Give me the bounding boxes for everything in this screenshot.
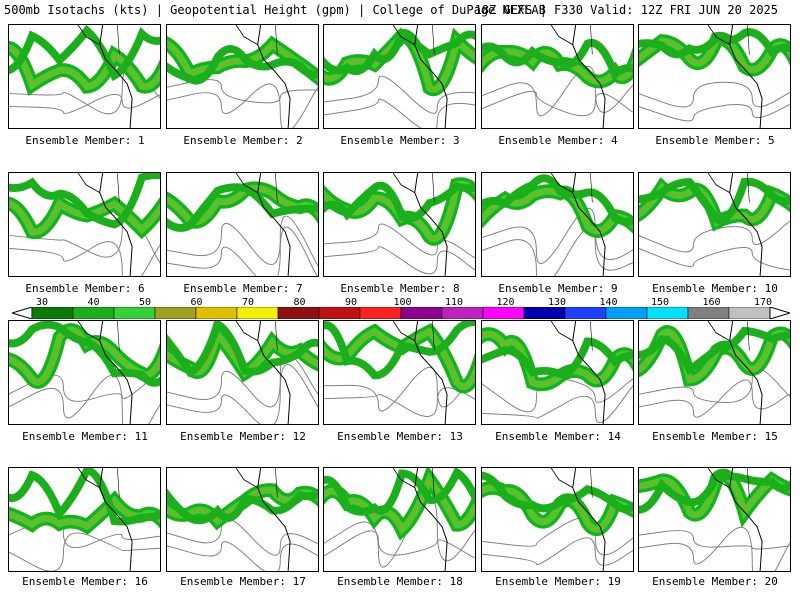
colorbar-swatch xyxy=(400,307,443,319)
colorbar-swatch xyxy=(277,307,320,319)
map-image xyxy=(482,468,633,571)
colorbar-tick-label: 140 xyxy=(599,297,618,308)
colorbar-swatch xyxy=(728,307,771,319)
colorbar-tick-label: 50 xyxy=(138,297,152,308)
member-caption: Ensemble Member: 5 xyxy=(655,134,775,147)
colorbar-tick-label: 170 xyxy=(753,297,773,308)
run-valid-time: 18Z GEFS | F330 Valid: 12Z FRI JUN 20 20… xyxy=(474,3,778,17)
map-panel xyxy=(8,467,161,572)
map-panel xyxy=(166,467,319,572)
map-image xyxy=(324,468,475,571)
member-caption: Ensemble Member: 8 xyxy=(340,282,460,295)
map-panel xyxy=(166,172,319,277)
colorbar-tick-label: 100 xyxy=(393,297,412,308)
map-image xyxy=(9,25,160,128)
member-caption: Ensemble Member: 15 xyxy=(652,430,778,443)
map-image xyxy=(639,468,790,571)
member-caption: Ensemble Member: 9 xyxy=(498,282,618,295)
colorbar-tick-label: 70 xyxy=(241,297,255,308)
map-panel xyxy=(166,24,319,129)
colorbar-swatch xyxy=(523,307,566,319)
colorbar-swatch xyxy=(564,307,607,319)
colorbar-swatch xyxy=(359,307,402,319)
map-image xyxy=(482,321,633,424)
map-image xyxy=(167,468,318,571)
colorbar-swatch xyxy=(154,307,197,319)
member-caption: Ensemble Member: 19 xyxy=(495,575,621,588)
map-panel xyxy=(481,467,634,572)
colorbar-swatch xyxy=(195,307,238,319)
map-image xyxy=(639,173,790,276)
member-caption: Ensemble Member: 3 xyxy=(340,134,460,147)
map-image xyxy=(9,173,160,276)
colorbar-tick-label: 150 xyxy=(650,297,670,308)
map-panel xyxy=(481,320,634,425)
map-panel xyxy=(481,24,634,129)
member-caption: Ensemble Member: 18 xyxy=(337,575,463,588)
colorbar-swatch xyxy=(687,307,730,319)
map-image xyxy=(9,468,160,571)
map-image xyxy=(167,25,318,128)
map-image xyxy=(324,321,475,424)
map-image xyxy=(167,173,318,276)
map-panel xyxy=(638,24,791,129)
map-image xyxy=(639,321,790,424)
map-panel xyxy=(638,172,791,277)
colorbar-tick-label: 30 xyxy=(35,297,49,308)
colorbar-arrow-left xyxy=(12,307,33,319)
map-panel xyxy=(638,467,791,572)
member-caption: Ensemble Member: 1 xyxy=(25,134,145,147)
member-caption: Ensemble Member: 10 xyxy=(652,282,778,295)
map-panel xyxy=(323,24,476,129)
member-caption: Ensemble Member: 7 xyxy=(183,282,303,295)
map-panel xyxy=(638,320,791,425)
colorbar-tick-label: 120 xyxy=(496,297,515,308)
colorbar-swatch xyxy=(605,307,648,319)
member-caption: Ensemble Member: 12 xyxy=(180,430,306,443)
map-panel xyxy=(8,24,161,129)
colorbar-swatch xyxy=(113,307,156,319)
colorbar-tick-label: 40 xyxy=(87,297,100,308)
map-panel xyxy=(323,467,476,572)
colorbar-swatch xyxy=(646,307,689,319)
member-caption: Ensemble Member: 16 xyxy=(22,575,148,588)
map-panel xyxy=(481,172,634,277)
member-caption: Ensemble Member: 17 xyxy=(180,575,306,588)
colorbar-swatch xyxy=(236,307,279,319)
map-panel xyxy=(8,320,161,425)
colorbar-swatch xyxy=(72,307,115,319)
map-image xyxy=(324,173,475,276)
colorbar-swatch xyxy=(482,307,525,319)
colorbar-swatch xyxy=(441,307,484,319)
colorbar xyxy=(12,307,790,319)
colorbar-swatch xyxy=(318,307,361,319)
colorbar-arrow-right xyxy=(769,307,790,319)
colorbar-tick-label: 160 xyxy=(702,297,721,308)
member-caption: Ensemble Member: 20 xyxy=(652,575,778,588)
map-image xyxy=(482,173,633,276)
map-panel xyxy=(323,172,476,277)
map-image xyxy=(324,25,475,128)
map-image xyxy=(639,25,790,128)
colorbar-tick-label: 110 xyxy=(444,297,464,308)
colorbar-swatch xyxy=(31,307,74,319)
map-panel xyxy=(323,320,476,425)
member-caption: Ensemble Member: 6 xyxy=(25,282,145,295)
member-caption: Ensemble Member: 11 xyxy=(22,430,148,443)
map-image xyxy=(167,321,318,424)
colorbar-tick-label: 130 xyxy=(547,297,567,308)
colorbar-tick-label: 80 xyxy=(293,297,306,308)
map-panel xyxy=(8,172,161,277)
colorbar-tick-label: 60 xyxy=(190,297,203,308)
member-caption: Ensemble Member: 2 xyxy=(183,134,303,147)
member-caption: Ensemble Member: 14 xyxy=(495,430,621,443)
map-image xyxy=(9,321,160,424)
member-caption: Ensemble Member: 4 xyxy=(498,134,618,147)
map-image xyxy=(482,25,633,128)
map-panel xyxy=(166,320,319,425)
colorbar-tick-label: 90 xyxy=(344,297,358,308)
chart-title: 500mb Isotachs (kts) | Geopotential Heig… xyxy=(4,3,546,17)
member-caption: Ensemble Member: 13 xyxy=(337,430,463,443)
